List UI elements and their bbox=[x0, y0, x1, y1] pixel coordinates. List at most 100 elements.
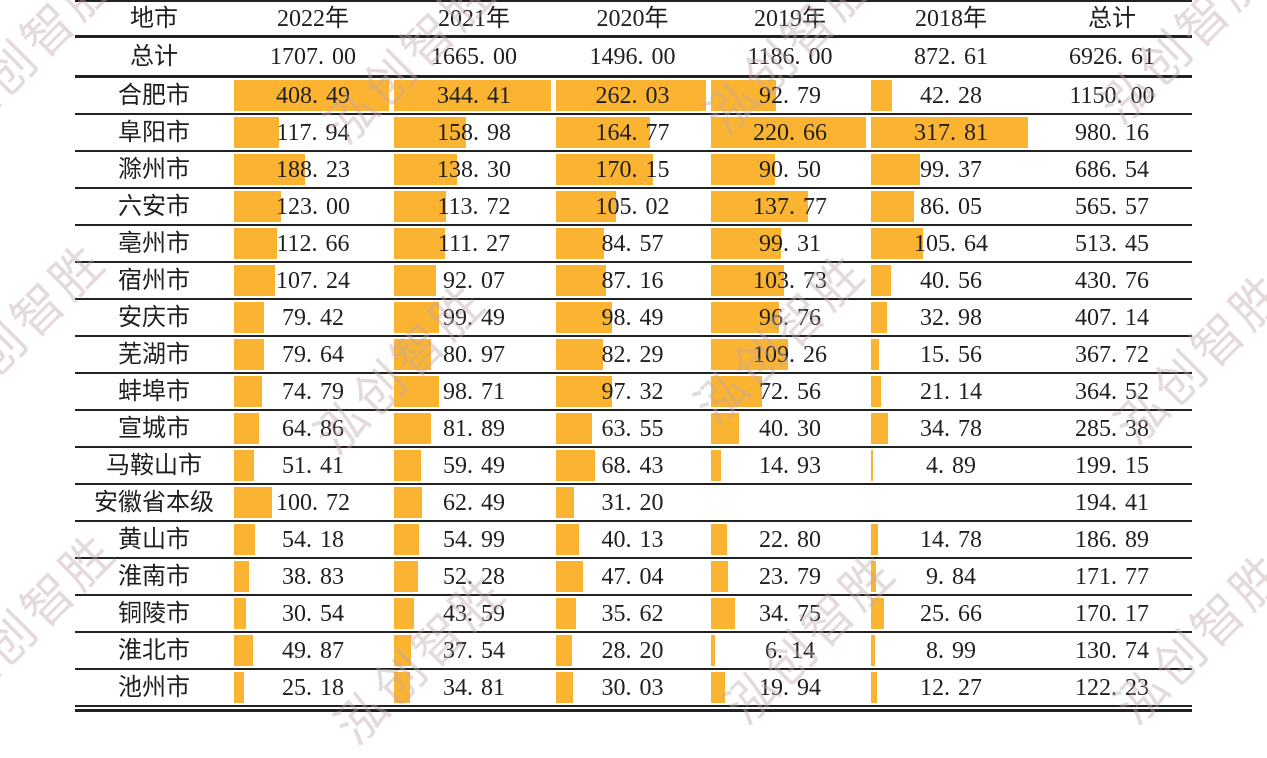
data-bar bbox=[871, 672, 877, 703]
data-bar bbox=[394, 487, 422, 518]
column-header-2018: 2018年 bbox=[915, 5, 987, 32]
table-row: 芜湖市 79. 64 80. 97 82. 29 109. 26 15. 56 … bbox=[75, 337, 1192, 374]
city-label: 合肥市 bbox=[118, 82, 190, 109]
table-row: 六安市 123. 00 113. 72 105. 02 137. 77 86. … bbox=[75, 189, 1192, 226]
value-cell-2021: 92. 07 bbox=[393, 263, 555, 298]
city-label: 黄山市 bbox=[118, 526, 190, 553]
value-cell-2021: 158. 98 bbox=[393, 115, 555, 150]
value-cell-2021: 80. 97 bbox=[393, 337, 555, 372]
table-row: 亳州市 112. 66 111. 27 84. 57 99. 31 105. 6… bbox=[75, 226, 1192, 263]
data-bar bbox=[234, 524, 255, 555]
value-cell-2018: 12. 27 bbox=[870, 670, 1032, 705]
data-bar bbox=[556, 598, 576, 629]
value-cell-2020: 170. 15 bbox=[555, 152, 710, 187]
data-bar bbox=[556, 191, 616, 222]
column-header-2020: 2020年 bbox=[596, 5, 669, 32]
value-cell-2021: 81. 89 bbox=[393, 411, 555, 446]
value-cell-2022: 74. 79 bbox=[233, 374, 393, 409]
value-cell-2022: 117. 94 bbox=[233, 115, 393, 150]
value-cell-2022: 100. 72 bbox=[233, 485, 393, 520]
data-bar bbox=[871, 635, 875, 666]
data-bar bbox=[711, 450, 721, 481]
value-cell-2019: 22. 80 bbox=[710, 522, 870, 557]
data-bar bbox=[394, 598, 414, 629]
value-cell-2019: 137. 77 bbox=[710, 189, 870, 224]
city-label: 芜湖市 bbox=[118, 341, 190, 368]
value-cell-2022: 25. 18 bbox=[233, 670, 393, 705]
data-bar bbox=[394, 672, 410, 703]
row-total: 170. 17 bbox=[1074, 600, 1149, 627]
table-row: 蚌埠市 74. 79 98. 71 97. 32 72. 56 21. 14 3… bbox=[75, 374, 1192, 411]
value-cell-2021: 113. 72 bbox=[393, 189, 555, 224]
table-row: 池州市 25. 18 34. 81 30. 03 19. 94 12. 27 1… bbox=[75, 670, 1192, 707]
data-bar bbox=[234, 598, 246, 629]
value-cell-2018: 42. 28 bbox=[870, 78, 1032, 113]
city-label: 阜阳市 bbox=[118, 119, 190, 146]
value-cell-2019: 1186. 00 bbox=[747, 43, 833, 70]
value-cell-2019: 34. 75 bbox=[710, 596, 870, 631]
value-cell-2021: 62. 49 bbox=[393, 485, 555, 520]
data-bar bbox=[234, 117, 279, 148]
value-cell-2021: 138. 30 bbox=[393, 152, 555, 187]
value-cell-2019 bbox=[710, 485, 870, 520]
value-cell-2018: 40. 56 bbox=[870, 263, 1032, 298]
value-cell-2018: 21. 14 bbox=[870, 374, 1032, 409]
city-label: 宿州市 bbox=[118, 267, 190, 294]
city-label: 总计 bbox=[130, 43, 178, 70]
data-bar bbox=[871, 191, 914, 222]
value-cell-2021: 344. 41 bbox=[393, 78, 555, 113]
data-bar bbox=[871, 265, 891, 296]
city-label: 六安市 bbox=[118, 193, 190, 220]
value-cell-2021: 59. 49 bbox=[393, 448, 555, 483]
data-bar bbox=[871, 524, 878, 555]
value-cell-2019: 109. 26 bbox=[710, 337, 870, 372]
table-row: 马鞍山市 51. 41 59. 49 68. 43 14. 93 4. 89 1… bbox=[75, 448, 1192, 485]
value-cell-2020: 40. 13 bbox=[555, 522, 710, 557]
data-bar bbox=[234, 154, 305, 185]
value-cell-2020: 87. 16 bbox=[555, 263, 710, 298]
row-total: 285. 38 bbox=[1074, 415, 1149, 442]
data-bar bbox=[234, 191, 281, 222]
table-row: 阜阳市 117. 94 158. 98 164. 77 220. 66 317.… bbox=[75, 115, 1192, 152]
data-bar bbox=[711, 265, 784, 296]
value-cell-2020: 68. 43 bbox=[555, 448, 710, 483]
data-bar bbox=[711, 598, 735, 629]
table-row: 宿州市 107. 24 92. 07 87. 16 103. 73 40. 56… bbox=[75, 263, 1192, 300]
data-bar bbox=[394, 228, 445, 259]
data-bar bbox=[871, 376, 881, 407]
city-label: 池州市 bbox=[118, 674, 190, 701]
value-cell-2018: 15. 56 bbox=[870, 337, 1032, 372]
data-bar bbox=[871, 80, 892, 111]
data-bar bbox=[711, 413, 739, 444]
column-header-2019: 2019年 bbox=[754, 5, 826, 32]
data-bar bbox=[711, 117, 866, 148]
data-bar bbox=[234, 339, 264, 370]
column-header-2021: 2021年 bbox=[438, 5, 510, 32]
value-cell-2022: 1707. 00 bbox=[269, 43, 356, 70]
value-cell-2020: 28. 20 bbox=[555, 633, 710, 668]
row-total: 430. 76 bbox=[1074, 267, 1149, 294]
value-cell-2019: 23. 79 bbox=[710, 559, 870, 594]
value-cell-2019: 14. 93 bbox=[710, 448, 870, 483]
value-cell-2018: 25. 66 bbox=[870, 596, 1032, 631]
data-bar bbox=[711, 376, 762, 407]
value-cell-2019: 92. 79 bbox=[710, 78, 870, 113]
value-cell-2021: 1665. 00 bbox=[430, 43, 517, 70]
value-cell-2022: 79. 42 bbox=[233, 300, 393, 335]
data-bar bbox=[711, 302, 779, 333]
value-cell-2018: 32. 98 bbox=[870, 300, 1032, 335]
value-cell-2021: 54. 99 bbox=[393, 522, 555, 557]
table-row: 淮北市 49. 87 37. 54 28. 20 6. 14 8. 99 130… bbox=[75, 633, 1192, 670]
value-cell-2020: 35. 62 bbox=[555, 596, 710, 631]
data-bar bbox=[394, 635, 411, 666]
value-cell-2018: 86. 05 bbox=[870, 189, 1032, 224]
value-cell-2019: 90. 50 bbox=[710, 152, 870, 187]
value-cell-2021: 99. 49 bbox=[393, 300, 555, 335]
value-cell-2022: 408. 49 bbox=[233, 78, 393, 113]
data-bar bbox=[234, 80, 389, 111]
value-cell-2021: 37. 54 bbox=[393, 633, 555, 668]
table-row: 滁州市 188. 23 138. 30 170. 15 90. 50 99. 3… bbox=[75, 152, 1192, 189]
value-cell-2020: 30. 03 bbox=[555, 670, 710, 705]
city-label: 淮南市 bbox=[118, 563, 190, 590]
table-row: 安徽省本级 100. 72 62. 49 31. 20 194. 41 bbox=[75, 485, 1192, 522]
